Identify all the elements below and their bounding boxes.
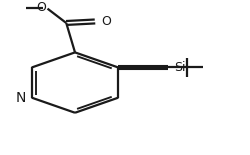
Text: Si: Si [174, 61, 186, 74]
Text: O: O [36, 1, 46, 14]
Text: N: N [16, 91, 26, 105]
Text: O: O [101, 15, 111, 28]
